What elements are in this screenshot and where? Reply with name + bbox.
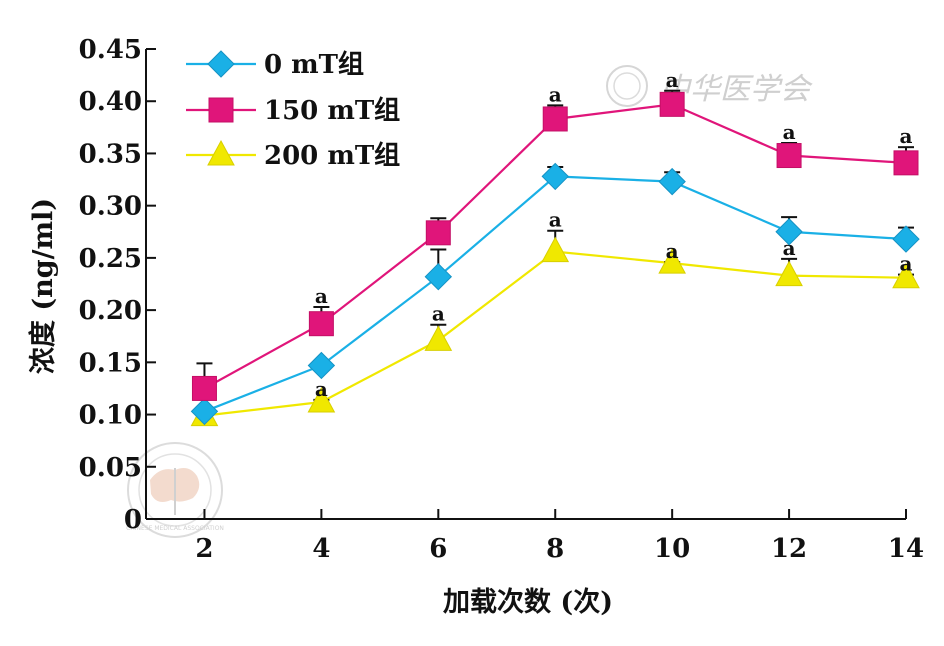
significance-label: a <box>666 68 679 92</box>
significance-label: a <box>549 208 562 232</box>
data-point-diamond <box>190 397 219 426</box>
data-point-diamond <box>892 225 920 253</box>
y-tick-label: 0.10 <box>79 401 142 431</box>
legend-item: 0 mT组 <box>186 49 364 80</box>
data-point-diamond <box>658 167 686 196</box>
data-point-square <box>776 143 802 169</box>
x-tick-label: 12 <box>771 534 807 564</box>
y-tick-label: 0.05 <box>79 453 142 483</box>
legend-item: 150 mT组 <box>186 95 400 126</box>
significance-label: a <box>783 120 796 144</box>
x-tick-label: 6 <box>429 534 447 564</box>
data-point-square <box>893 150 919 176</box>
legend-label: 150 mT组 <box>264 95 400 126</box>
significance-label: a <box>900 252 913 276</box>
data-point-square <box>659 91 685 117</box>
legend-marker-square <box>208 97 234 123</box>
data-point-diamond <box>307 351 336 380</box>
legend-marker-diamond <box>207 50 235 78</box>
data-point-square <box>308 311 334 337</box>
data-point-square <box>191 375 217 401</box>
y-tick-label: 0.35 <box>79 139 142 169</box>
x-tick-label: 2 <box>195 534 213 564</box>
data-point-square <box>425 220 451 246</box>
legend: 0 mT组 150 mT组 200 mT组 <box>186 49 400 171</box>
series-square: a a a a a <box>191 68 919 401</box>
significance-label: a <box>900 124 913 148</box>
y-tick-label: 0.20 <box>79 296 142 326</box>
y-axis-title: 浓度 (ng/ml) <box>27 198 59 374</box>
data-point-diamond <box>541 162 569 191</box>
legend-marker-triangle <box>207 139 235 166</box>
x-tick-label: 8 <box>546 534 564 564</box>
y-tick-label: 0.40 <box>79 87 142 117</box>
x-tick-label: 4 <box>312 534 330 564</box>
data-point-square <box>542 106 568 132</box>
watermark-text: 中华医学会 <box>660 72 813 107</box>
y-tick-label: 0.45 <box>79 35 142 65</box>
x-axis-title: 加载次数 (次) <box>443 587 613 618</box>
watermark-seal-text: CHINESE MEDICAL ASSOCIATION <box>126 525 224 532</box>
data-point-triangle <box>307 386 336 413</box>
legend-label: 200 mT组 <box>264 140 400 171</box>
watermark-seal-bottom-left: CHINESE MEDICAL ASSOCIATION <box>126 442 224 538</box>
significance-label: a <box>315 377 328 401</box>
significance-label: a <box>666 239 679 263</box>
y-tick-label: 0.30 <box>79 192 142 222</box>
significance-label: a <box>432 302 445 326</box>
data-point-triangle <box>892 262 920 289</box>
significance-label: a <box>315 284 328 308</box>
data-point-diamond <box>775 218 803 246</box>
series-diamond <box>190 162 920 426</box>
legend-item: 200 mT组 <box>186 139 400 171</box>
data-point-triangle <box>424 325 453 351</box>
y-tick-label: 0 <box>124 505 142 535</box>
legend-label: 0 mT组 <box>264 49 364 80</box>
x-tick-label: 14 <box>888 534 924 564</box>
x-tick-label: 10 <box>654 534 690 564</box>
y-tick-label: 0.15 <box>79 348 142 378</box>
data-point-diamond <box>424 262 453 291</box>
data-point-triangle <box>658 248 686 274</box>
watermark-logo-top-right: 中华医学会 <box>606 65 813 107</box>
data-point-triangle <box>775 260 803 287</box>
series-triangle: a a a a a a <box>190 208 920 427</box>
data-point-triangle <box>541 236 570 263</box>
significance-label: a <box>549 82 562 106</box>
y-tick-label: 0.25 <box>79 244 142 274</box>
